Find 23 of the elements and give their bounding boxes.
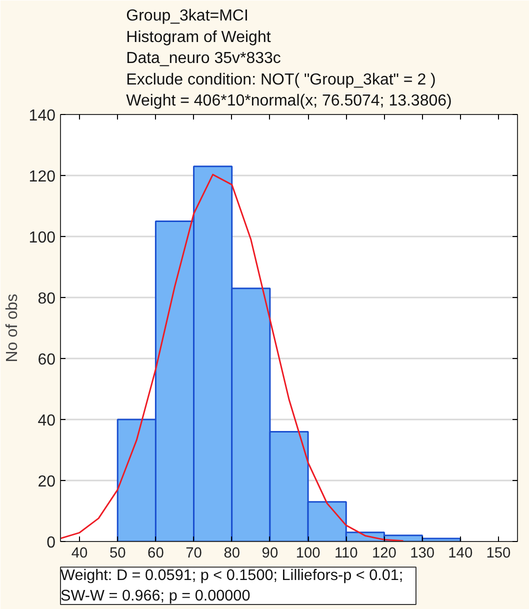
x-tick-label: 140 <box>448 546 473 562</box>
chart-title: Group_3kat=MCI Histogram of Weight Data_neuro 35v*833c Exclude condition: NOT( "Group_3kat" = 2 ) Weight = 406*10*normal(x; 76.5074; 13.3806) <box>126 8 452 110</box>
y-tick-label: 0 <box>46 534 56 552</box>
y-tick-label: 80 <box>38 290 56 308</box>
y-axis-title: No of obs <box>4 294 21 362</box>
x-tick-label: 50 <box>109 546 126 562</box>
x-tick-label: 60 <box>148 546 164 562</box>
y-tick-label: 20 <box>38 474 56 490</box>
x-tick-label: 40 <box>71 546 88 562</box>
y-tick-label: 120 <box>28 168 56 186</box>
y-tick-label: 40 <box>38 412 56 430</box>
y-tick-label: 100 <box>28 230 56 246</box>
x-tick-label: 80 <box>224 546 240 562</box>
line-series <box>60 174 404 542</box>
y-tick-label: 140 <box>28 108 56 124</box>
x-tick-label: 110 <box>334 546 358 562</box>
x-tick-label: 70 <box>186 546 202 562</box>
x-tick-label: 90 <box>262 546 278 562</box>
x-tick-label: 150 <box>486 546 511 562</box>
x-tick-label: 100 <box>296 546 320 562</box>
x-tick-label: 130 <box>410 546 435 562</box>
x-tick-label: 120 <box>372 546 396 562</box>
y-tick-label: 60 <box>38 352 56 368</box>
